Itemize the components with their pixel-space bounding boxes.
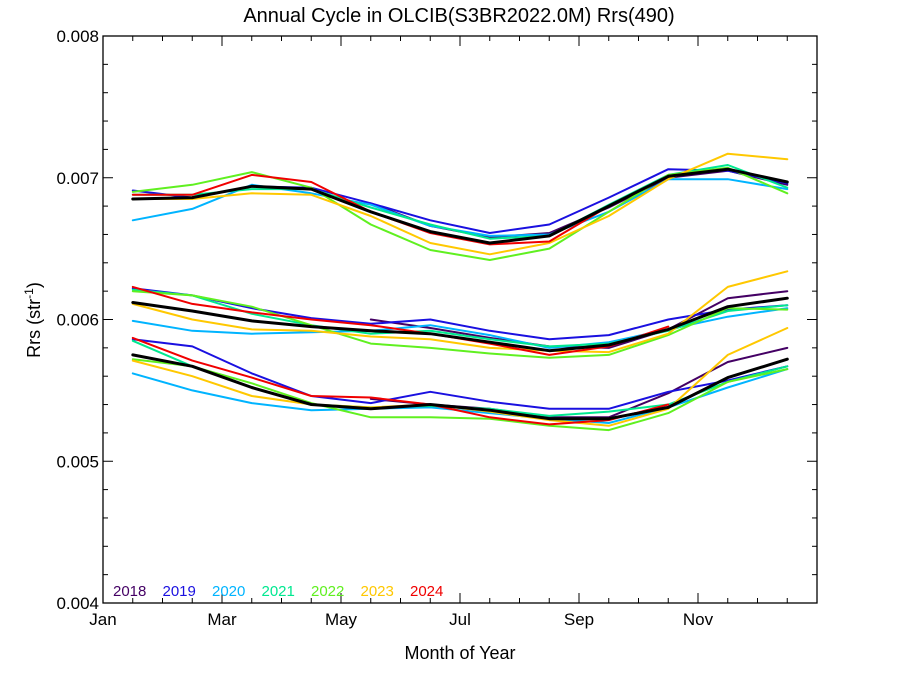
series-2022-line-3 <box>131 358 789 432</box>
series-2019-line-3 <box>131 338 789 410</box>
legend-label-2024: 2024 <box>410 583 443 600</box>
y-axis-title-sup: -1 <box>22 288 36 299</box>
legend-label-2022: 2022 <box>311 583 344 600</box>
x-axis: Jan Mar May Jul Sep Nov <box>89 36 818 629</box>
series-mean-line-1 <box>131 167 789 245</box>
series-2024-line-3 <box>131 336 670 426</box>
y-tick-label: 0.007 <box>56 169 99 188</box>
x-axis-title: Month of Year <box>404 643 515 663</box>
series-2024-line-1 <box>131 173 670 246</box>
series-mean-line-2 <box>131 296 789 353</box>
series-2022-line-2 <box>131 290 789 359</box>
y-axis-title: Rrs (str-1) <box>22 282 44 358</box>
legend: 2018 2019 2020 2021 2022 2023 2024 <box>113 583 443 600</box>
legend-label-2020: 2020 <box>212 583 245 600</box>
legend-label-2021: 2021 <box>262 583 295 600</box>
series-2023-line-2 <box>131 270 789 354</box>
y-tick-label: 0.008 <box>56 27 99 46</box>
y-axis-title-main: Rrs (str <box>24 299 44 358</box>
legend-label-2018: 2018 <box>113 583 146 600</box>
series-2020-line-2 <box>131 307 789 349</box>
y-axis: 0.004 0.005 0.006 0.007 0.008 <box>56 27 817 613</box>
y-tick-label: 0.004 <box>56 594 99 613</box>
x-tick-label: Jul <box>449 610 471 629</box>
chart-title: Annual Cycle in OLCIB(S3BR2022.0M) Rrs(4… <box>243 5 674 27</box>
plot-lines <box>131 152 789 432</box>
legend-label-2023: 2023 <box>361 583 394 600</box>
legend-label-2019: 2019 <box>163 583 196 600</box>
series-2019-line-2 <box>131 287 789 341</box>
y-tick-label: 0.005 <box>56 452 99 471</box>
x-tick-label: Nov <box>683 610 714 629</box>
x-tick-label: May <box>325 610 358 629</box>
x-tick-label: Jan <box>89 610 116 629</box>
x-tick-label: Mar <box>207 610 237 629</box>
y-axis-title-end: ) <box>24 282 44 288</box>
series-mean-line-3 <box>131 353 789 421</box>
x-tick-label: Sep <box>564 610 594 629</box>
y-tick-label: 0.006 <box>56 311 99 330</box>
series-2024-line-2 <box>131 285 670 356</box>
